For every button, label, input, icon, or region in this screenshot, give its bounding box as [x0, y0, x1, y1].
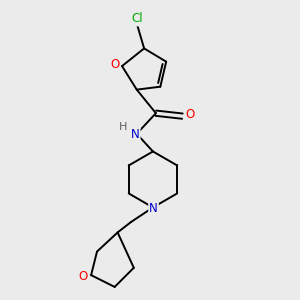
Text: Cl: Cl [131, 13, 142, 26]
Text: O: O [78, 270, 88, 283]
Text: N: N [131, 128, 140, 141]
Text: H: H [119, 122, 128, 132]
Text: N: N [149, 202, 158, 215]
Text: O: O [185, 108, 194, 121]
Text: O: O [110, 58, 119, 71]
